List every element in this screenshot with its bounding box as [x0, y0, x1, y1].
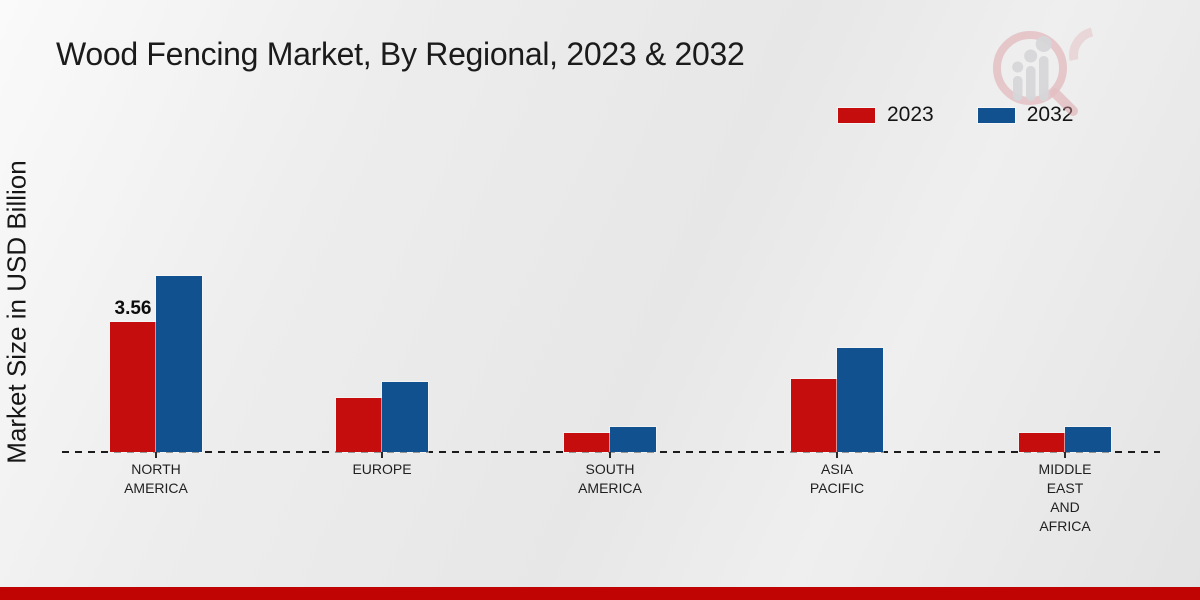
x-axis-tick-asia-pacific	[836, 452, 838, 458]
category-label-south-america: SOUTH AMERICA	[578, 461, 642, 496]
category-label-asia-pacific: ASIA PACIFIC	[809, 461, 865, 496]
legend-label-2023: 2023	[887, 103, 934, 126]
x-axis-tick-europe	[381, 452, 383, 458]
bar-2032-south-america	[610, 427, 656, 452]
legend-label-2032: 2032	[1026, 103, 1074, 126]
x-axis-tick-north-america	[155, 452, 157, 458]
bar-2023-south-america	[564, 433, 610, 452]
legend-item-2032: 2032	[977, 103, 1074, 127]
x-axis-tick-south-america	[609, 452, 611, 458]
bar-2023-middle-east-and-africa	[1019, 433, 1065, 452]
bar-2032-europe	[382, 382, 428, 452]
category-label-europe: EUROPE	[352, 461, 412, 477]
bar-2023-europe	[336, 398, 382, 452]
x-axis-tick-middle-east-and-africa	[1064, 452, 1066, 458]
x-axis-baseline	[62, 451, 1160, 453]
footer-accent-band	[0, 587, 1200, 600]
legend-swatch-2023	[838, 107, 875, 123]
legend-swatch-2032	[977, 107, 1015, 123]
bar-2032-middle-east-and-africa	[1065, 427, 1111, 452]
bar-2023-asia-pacific	[791, 379, 837, 452]
chart-title: Wood Fencing Market, By Regional, 2023 &…	[56, 36, 745, 72]
bar-2023-north-america	[110, 322, 156, 452]
magnifier-growth-chart-logo	[993, 27, 1094, 116]
bar-2032-north-america	[156, 276, 202, 452]
legend-item-2023: 2023	[838, 103, 934, 127]
bar-2032-asia-pacific	[837, 348, 883, 452]
category-label-north-america: NORTH AMERICA	[124, 461, 188, 496]
bar-value-label-2023: 3.56	[114, 298, 152, 319]
legend: 2023 2032	[838, 103, 1073, 127]
category-label-middle-east-and-africa: MIDDLE EAST AND AFRICA	[1038, 461, 1092, 534]
